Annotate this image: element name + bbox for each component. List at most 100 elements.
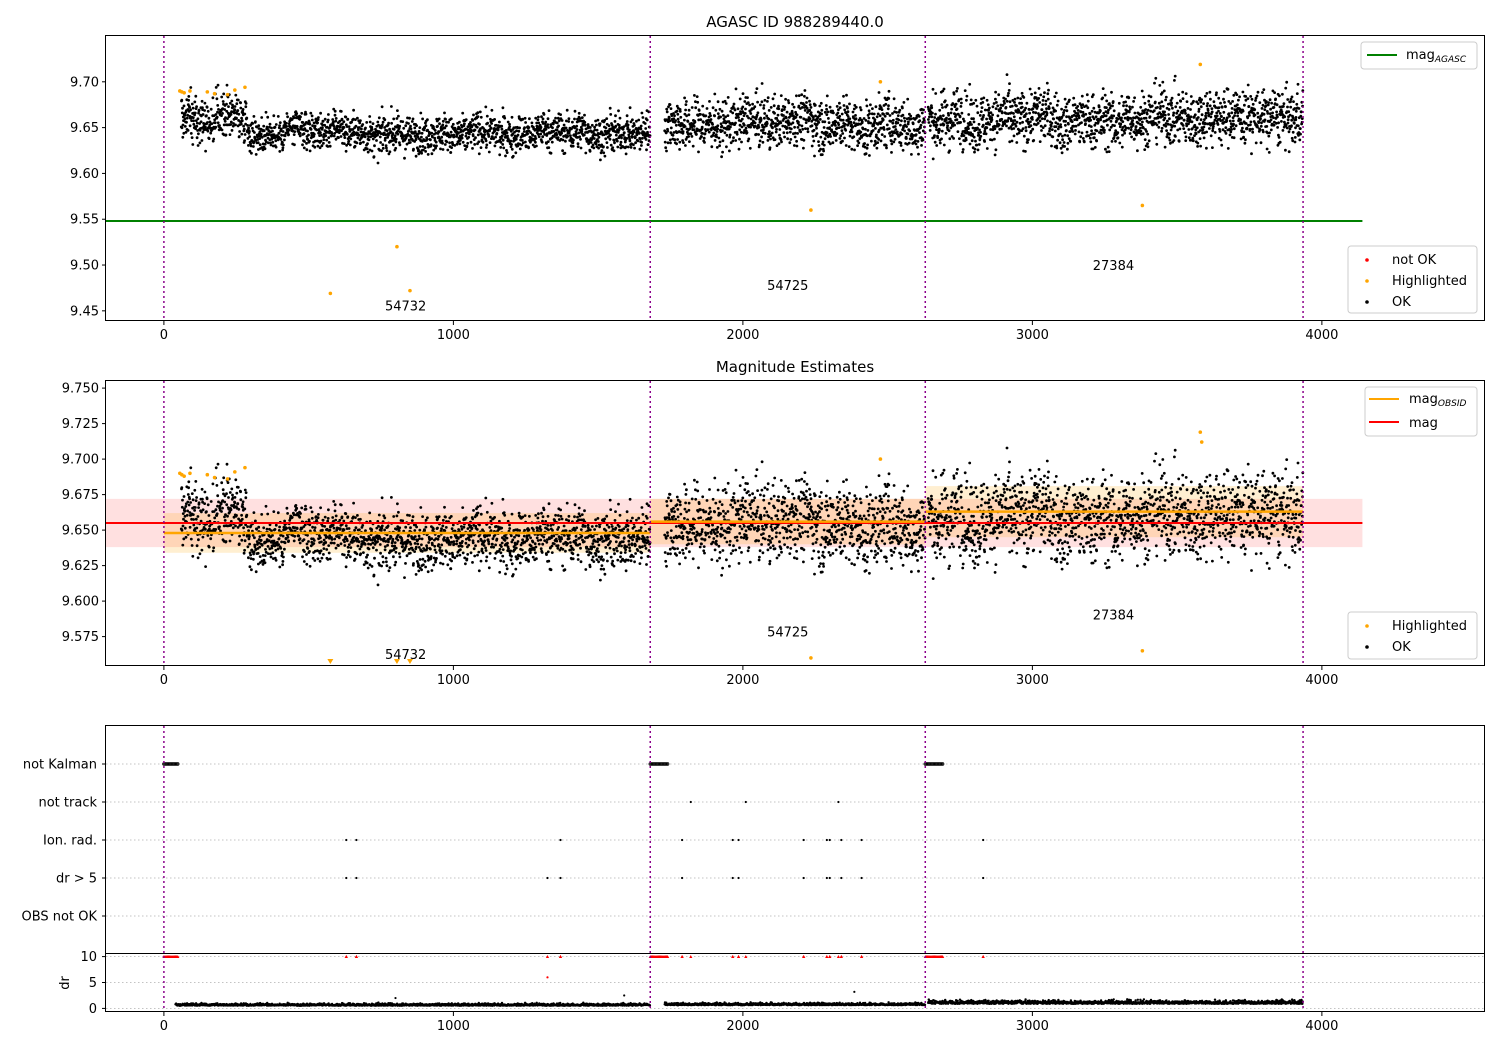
- ok-point: [791, 111, 794, 115]
- ok-point: [438, 122, 441, 126]
- ok-point: [1012, 112, 1015, 115]
- ok-point: [285, 125, 288, 128]
- ok-point: [285, 112, 289, 115]
- ok-point: [205, 497, 209, 501]
- ok-point: [771, 97, 775, 101]
- ok-point: [1073, 132, 1077, 136]
- ok-point: [1183, 109, 1187, 112]
- ok-point: [247, 126, 251, 130]
- ok-point: [1139, 105, 1143, 109]
- ok-point: [1277, 136, 1281, 139]
- ok-point: [886, 112, 890, 115]
- ok-point: [213, 121, 217, 125]
- ok-point: [365, 121, 369, 124]
- ok-point: [300, 111, 304, 115]
- ok-point: [281, 146, 285, 150]
- ok-point: [418, 131, 421, 135]
- ok-point: [751, 102, 754, 106]
- ok-point: [1251, 127, 1254, 131]
- ok-point: [1234, 124, 1238, 128]
- ok-point: [890, 142, 894, 146]
- ok-point: [1272, 116, 1275, 119]
- ok-point: [1120, 145, 1124, 149]
- ok-point: [769, 134, 773, 138]
- ok-point: [285, 506, 289, 510]
- ok-point: [579, 146, 583, 150]
- ok-point: [1145, 130, 1148, 133]
- ok-point: [988, 106, 991, 110]
- ok-point: [209, 500, 213, 503]
- ok-point: [1298, 127, 1302, 130]
- ok-point: [200, 487, 204, 491]
- ok-point: [1060, 107, 1063, 111]
- ok-point: [931, 87, 935, 91]
- ok-point: [1036, 121, 1040, 125]
- ok-point: [224, 133, 228, 137]
- ok-point: [766, 139, 770, 142]
- ok-point: [763, 131, 767, 135]
- ok-point: [185, 120, 188, 124]
- ok-point: [199, 120, 203, 124]
- ok-point: [285, 121, 288, 125]
- ok-point: [821, 140, 825, 144]
- ok-point: [840, 112, 844, 116]
- ok-point: [819, 147, 822, 151]
- ok-point: [243, 112, 247, 116]
- highlighted-point: [182, 91, 186, 95]
- ok-point: [673, 114, 676, 118]
- ok-point: [279, 546, 283, 550]
- ok-point: [927, 121, 931, 124]
- ok-point: [1095, 139, 1098, 143]
- ok-point: [900, 119, 903, 123]
- ok-point: [815, 132, 819, 136]
- ok-point: [260, 135, 264, 139]
- ok-point: [890, 151, 893, 154]
- ok-point: [327, 113, 330, 116]
- ok-point: [1267, 101, 1270, 104]
- ok-point: [392, 127, 396, 131]
- ok-point: [907, 120, 910, 124]
- ok-point: [272, 114, 276, 118]
- ok-point: [293, 126, 297, 130]
- ok-point: [266, 512, 270, 516]
- ok-point: [1259, 117, 1262, 120]
- ok-point: [1112, 109, 1116, 113]
- ok-point: [279, 138, 283, 141]
- ok-point: [1015, 120, 1019, 124]
- ok-point: [252, 550, 256, 554]
- ok-point: [732, 102, 736, 106]
- ok-point: [716, 100, 720, 104]
- ok-point: [182, 495, 186, 498]
- ok-point: [197, 132, 200, 136]
- ok-point: [1222, 97, 1225, 101]
- ok-point: [517, 129, 521, 133]
- ok-point: [214, 125, 218, 129]
- ok-point: [345, 125, 349, 128]
- ok-point: [1157, 101, 1161, 105]
- ok-point: [1047, 88, 1050, 92]
- highlighted-point: [809, 208, 813, 212]
- ok-point: [608, 137, 612, 141]
- ok-point: [342, 120, 346, 124]
- ok-point: [556, 116, 560, 120]
- ok-point: [281, 560, 285, 563]
- ok-point: [319, 131, 322, 135]
- ok-point: [985, 126, 989, 130]
- ok-point: [1021, 120, 1024, 124]
- ok-point: [1033, 91, 1037, 95]
- ok-point: [449, 117, 453, 121]
- ok-point: [875, 133, 878, 137]
- ok-point: [603, 154, 607, 158]
- ok-point: [197, 111, 201, 115]
- ok-point: [605, 141, 609, 145]
- ok-point: [1061, 134, 1064, 138]
- ok-point: [266, 136, 270, 140]
- ok-point: [1146, 145, 1150, 149]
- ok-point: [263, 142, 267, 146]
- ok-point: [316, 516, 320, 520]
- ok-point: [321, 119, 325, 123]
- ok-point: [941, 114, 945, 117]
- panel-2-title: Magnitude Estimates: [716, 358, 874, 376]
- ok-point: [426, 153, 430, 156]
- ok-point: [535, 144, 538, 148]
